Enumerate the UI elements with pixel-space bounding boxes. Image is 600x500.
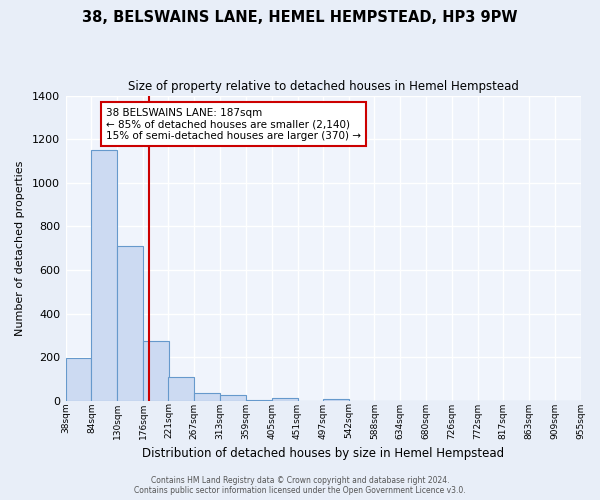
Bar (272, 398, 298, 401)
Text: Contains HM Land Registry data © Crown copyright and database right 2024.
Contai: Contains HM Land Registry data © Crown c… (134, 476, 466, 495)
Y-axis label: Number of detached properties: Number of detached properties (15, 160, 25, 336)
Bar (194, 394, 220, 401)
Bar (65, 358, 91, 401)
Bar (246, 400, 272, 401)
Bar (143, 341, 169, 401)
Bar (169, 377, 194, 401)
X-axis label: Distribution of detached houses by size in Hemel Hempstead: Distribution of detached houses by size … (142, 447, 504, 460)
Bar (117, 246, 143, 401)
Bar (91, 150, 117, 401)
Text: 38 BELSWAINS LANE: 187sqm
← 85% of detached houses are smaller (2,140)
15% of se: 38 BELSWAINS LANE: 187sqm ← 85% of detac… (106, 108, 361, 141)
Bar (323, 398, 349, 401)
Text: 38, BELSWAINS LANE, HEMEL HEMPSTEAD, HP3 9PW: 38, BELSWAINS LANE, HEMEL HEMPSTEAD, HP3… (82, 10, 518, 25)
Bar (220, 396, 246, 401)
Title: Size of property relative to detached houses in Hemel Hempstead: Size of property relative to detached ho… (128, 80, 518, 93)
